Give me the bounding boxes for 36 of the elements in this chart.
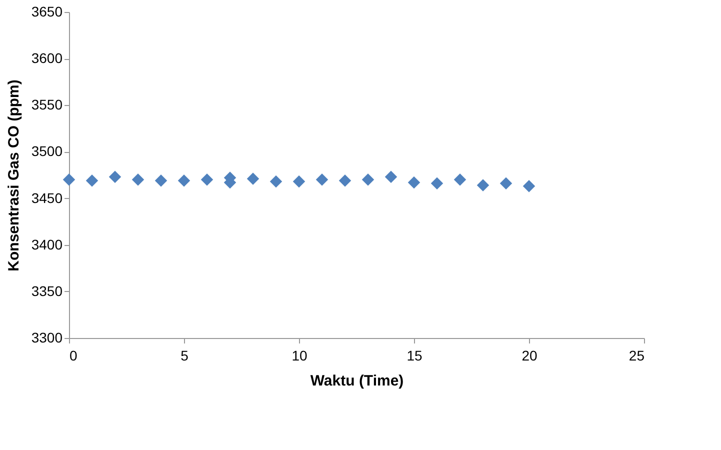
point — [62, 174, 76, 186]
y-tick-label: 3600 — [31, 50, 63, 66]
y-tick-label: 3450 — [31, 190, 63, 206]
point — [270, 175, 282, 188]
y-tick-label: 3400 — [31, 236, 63, 252]
point — [316, 174, 328, 186]
y-tick-label: 3550 — [31, 96, 63, 113]
y-tick-label: 3650 — [31, 4, 63, 20]
x-tick-label: 5 — [180, 348, 189, 364]
point — [408, 176, 420, 189]
point — [86, 174, 98, 187]
x-tick-label: 0 — [70, 348, 78, 364]
point — [292, 175, 306, 188]
x-tick-label: 10 — [292, 348, 308, 364]
point — [246, 172, 260, 185]
y-tick-label: 3350 — [31, 282, 63, 299]
point — [522, 180, 536, 192]
point — [178, 174, 190, 187]
point — [132, 174, 144, 186]
point — [362, 174, 374, 186]
point — [454, 174, 466, 186]
point — [500, 177, 512, 190]
x-tick-label: 15 — [406, 348, 422, 364]
y-tick-label: 3300 — [31, 330, 63, 346]
x-axis-title: Waktu (Time) — [310, 372, 404, 390]
point — [384, 170, 398, 183]
point — [338, 174, 352, 187]
point — [476, 179, 490, 192]
x-tick-label: 25 — [628, 348, 645, 364]
point — [200, 174, 214, 186]
x-tick-label: 20 — [522, 348, 538, 364]
y-tick-label: 3500 — [31, 143, 63, 160]
point — [430, 177, 444, 190]
point — [154, 174, 168, 187]
point — [108, 170, 122, 183]
y-axis-title: Konsentrasi Gas CO (ppm) — [5, 80, 22, 272]
